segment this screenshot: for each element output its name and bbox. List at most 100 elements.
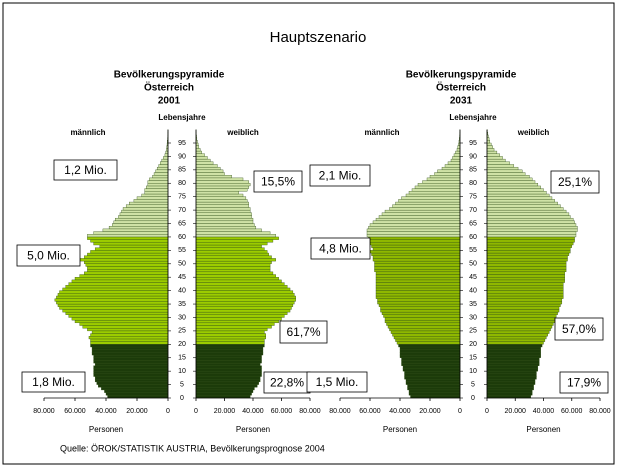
y-tick-label: 30	[469, 314, 477, 321]
bar	[79, 322, 169, 326]
bar	[195, 231, 271, 235]
bar	[408, 191, 461, 195]
bar	[486, 196, 553, 200]
bar	[411, 188, 461, 192]
bar	[399, 349, 461, 353]
bar	[91, 352, 169, 356]
bar	[79, 274, 169, 278]
bar	[486, 239, 575, 243]
bar	[486, 379, 536, 383]
bar	[96, 381, 169, 385]
bar	[371, 244, 461, 248]
bar	[486, 244, 572, 248]
bar	[366, 231, 461, 235]
bar	[195, 250, 268, 254]
bar	[93, 357, 169, 361]
y-tick-label: 90	[469, 153, 477, 160]
bar	[195, 330, 265, 334]
annotation: 57,0%	[562, 322, 596, 336]
y-tick-label: 35	[178, 301, 186, 308]
bar	[486, 303, 561, 307]
bar	[377, 298, 461, 302]
bar	[90, 333, 169, 337]
bar	[71, 317, 169, 321]
bar	[108, 226, 169, 230]
bar	[57, 303, 169, 307]
bar	[107, 395, 169, 399]
bar	[486, 199, 555, 203]
annotation-box	[279, 320, 328, 344]
bar	[195, 352, 264, 356]
y-tick-label: 60	[469, 234, 477, 241]
bar	[155, 169, 169, 173]
legend-label: weiblich	[517, 128, 550, 137]
bar	[195, 145, 200, 149]
bar	[195, 268, 271, 273]
y-tick-label: 50	[178, 261, 186, 268]
bar	[486, 209, 567, 213]
bar	[486, 317, 555, 321]
bar	[195, 266, 271, 270]
bar	[486, 282, 564, 286]
y-tick-label: 70	[178, 207, 186, 214]
bar	[195, 279, 282, 283]
bar	[153, 172, 169, 176]
bar	[195, 148, 201, 152]
annotation: 15,5%	[261, 175, 295, 189]
bar	[195, 188, 248, 192]
bar	[368, 239, 461, 243]
y-tick-label: 85	[178, 167, 186, 174]
bar	[404, 373, 461, 377]
bar	[392, 204, 461, 208]
bar	[486, 354, 541, 358]
bar	[195, 301, 295, 305]
bar	[56, 301, 169, 305]
y-tick-label: 40	[178, 287, 186, 294]
bar	[375, 287, 461, 291]
bar	[195, 217, 254, 222]
bar	[486, 193, 550, 197]
y-tick-label: 15	[469, 355, 477, 362]
bar	[195, 158, 211, 162]
bar	[486, 341, 544, 345]
y-tick-label: 70	[469, 207, 477, 214]
bar	[486, 142, 492, 146]
bar	[486, 169, 523, 173]
bar	[93, 373, 169, 377]
bar	[195, 287, 291, 291]
bar	[389, 207, 461, 211]
bar	[486, 183, 539, 187]
bar	[195, 228, 262, 232]
x-tick-label: 60.000	[359, 408, 381, 415]
bar	[401, 357, 461, 361]
bar	[378, 303, 461, 307]
bar	[375, 282, 461, 286]
bar	[195, 314, 285, 318]
bar	[93, 368, 169, 372]
bar	[486, 223, 577, 227]
bar	[486, 314, 557, 318]
bar	[90, 341, 169, 345]
bar	[392, 333, 461, 337]
bar	[93, 360, 169, 364]
bar	[121, 209, 169, 213]
bar	[486, 295, 564, 299]
annotation-box	[53, 159, 118, 181]
bar	[369, 223, 461, 227]
x-axis-label: Personen	[383, 425, 417, 434]
bar	[381, 311, 461, 315]
bar	[195, 362, 261, 366]
bar	[486, 389, 533, 393]
bar	[195, 282, 285, 286]
bar	[195, 344, 265, 348]
annotation: 61,7%	[286, 325, 320, 339]
bar	[195, 150, 202, 154]
bar	[195, 236, 279, 240]
bar	[99, 244, 169, 248]
bar	[113, 220, 169, 224]
bar	[91, 346, 169, 350]
y-tick-label: 65	[178, 220, 186, 227]
bar	[195, 357, 262, 361]
bar	[381, 212, 461, 216]
x-tick-label: 40.000	[389, 408, 411, 415]
